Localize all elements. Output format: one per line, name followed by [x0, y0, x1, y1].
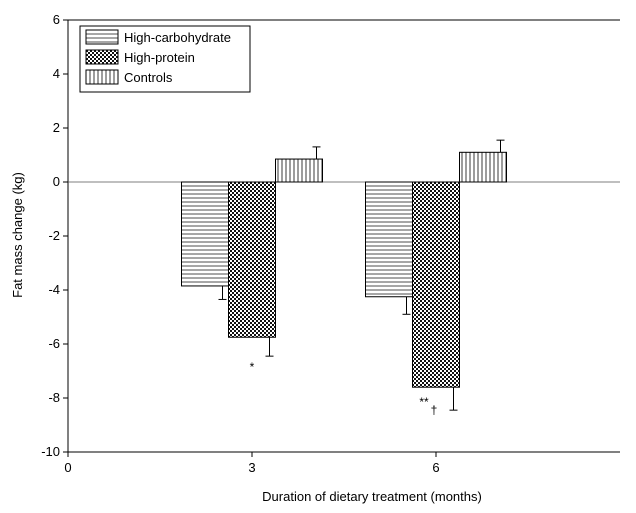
- significance-marker: **: [419, 395, 429, 409]
- legend-label: High-protein: [124, 50, 195, 65]
- x-tick-label: 0: [64, 460, 71, 475]
- plot-frame: [67, 19, 620, 453]
- bars-group: [181, 151, 507, 388]
- bar-horizontal-lines: [181, 181, 229, 287]
- legend-label: High-carbohydrate: [124, 30, 231, 45]
- bar-vertical-lines: [459, 151, 507, 183]
- annotations-group: ***†: [250, 360, 438, 417]
- y-tick-label: -10: [41, 444, 60, 459]
- x-tick-label: 6: [432, 460, 439, 475]
- significance-marker: *: [250, 360, 255, 374]
- ticks-group: -10 -8 -6 -4 -2 0 2 4 6 0 3 6: [41, 12, 439, 475]
- y-tick-label: -6: [48, 336, 60, 351]
- y-tick-label: -8: [48, 390, 60, 405]
- legend-swatch: [85, 49, 119, 65]
- bar-crosshatch: [228, 181, 276, 338]
- bar-horizontal-lines: [365, 181, 413, 298]
- legend-swatch: [85, 29, 119, 45]
- legend-swatch: [85, 69, 119, 85]
- y-tick-label: 2: [53, 120, 60, 135]
- y-axis-title: Fat mass change (kg): [10, 172, 25, 298]
- y-tick-label: -2: [48, 228, 60, 243]
- y-tick-label: 0: [53, 174, 60, 189]
- bar-crosshatch: [412, 181, 460, 388]
- significance-marker: †: [431, 403, 438, 417]
- legend-label: Controls: [124, 70, 173, 85]
- bar-vertical-lines: [275, 158, 323, 183]
- y-tick-label: 6: [53, 12, 60, 27]
- x-tick-label: 3: [248, 460, 255, 475]
- error-bars-group: [218, 139, 505, 411]
- y-tick-label: 4: [53, 66, 60, 81]
- y-tick-label: -4: [48, 282, 60, 297]
- legend: High-carbohydrate High-protein Controls: [79, 25, 251, 93]
- x-axis-title: Duration of dietary treatment (months): [262, 489, 482, 504]
